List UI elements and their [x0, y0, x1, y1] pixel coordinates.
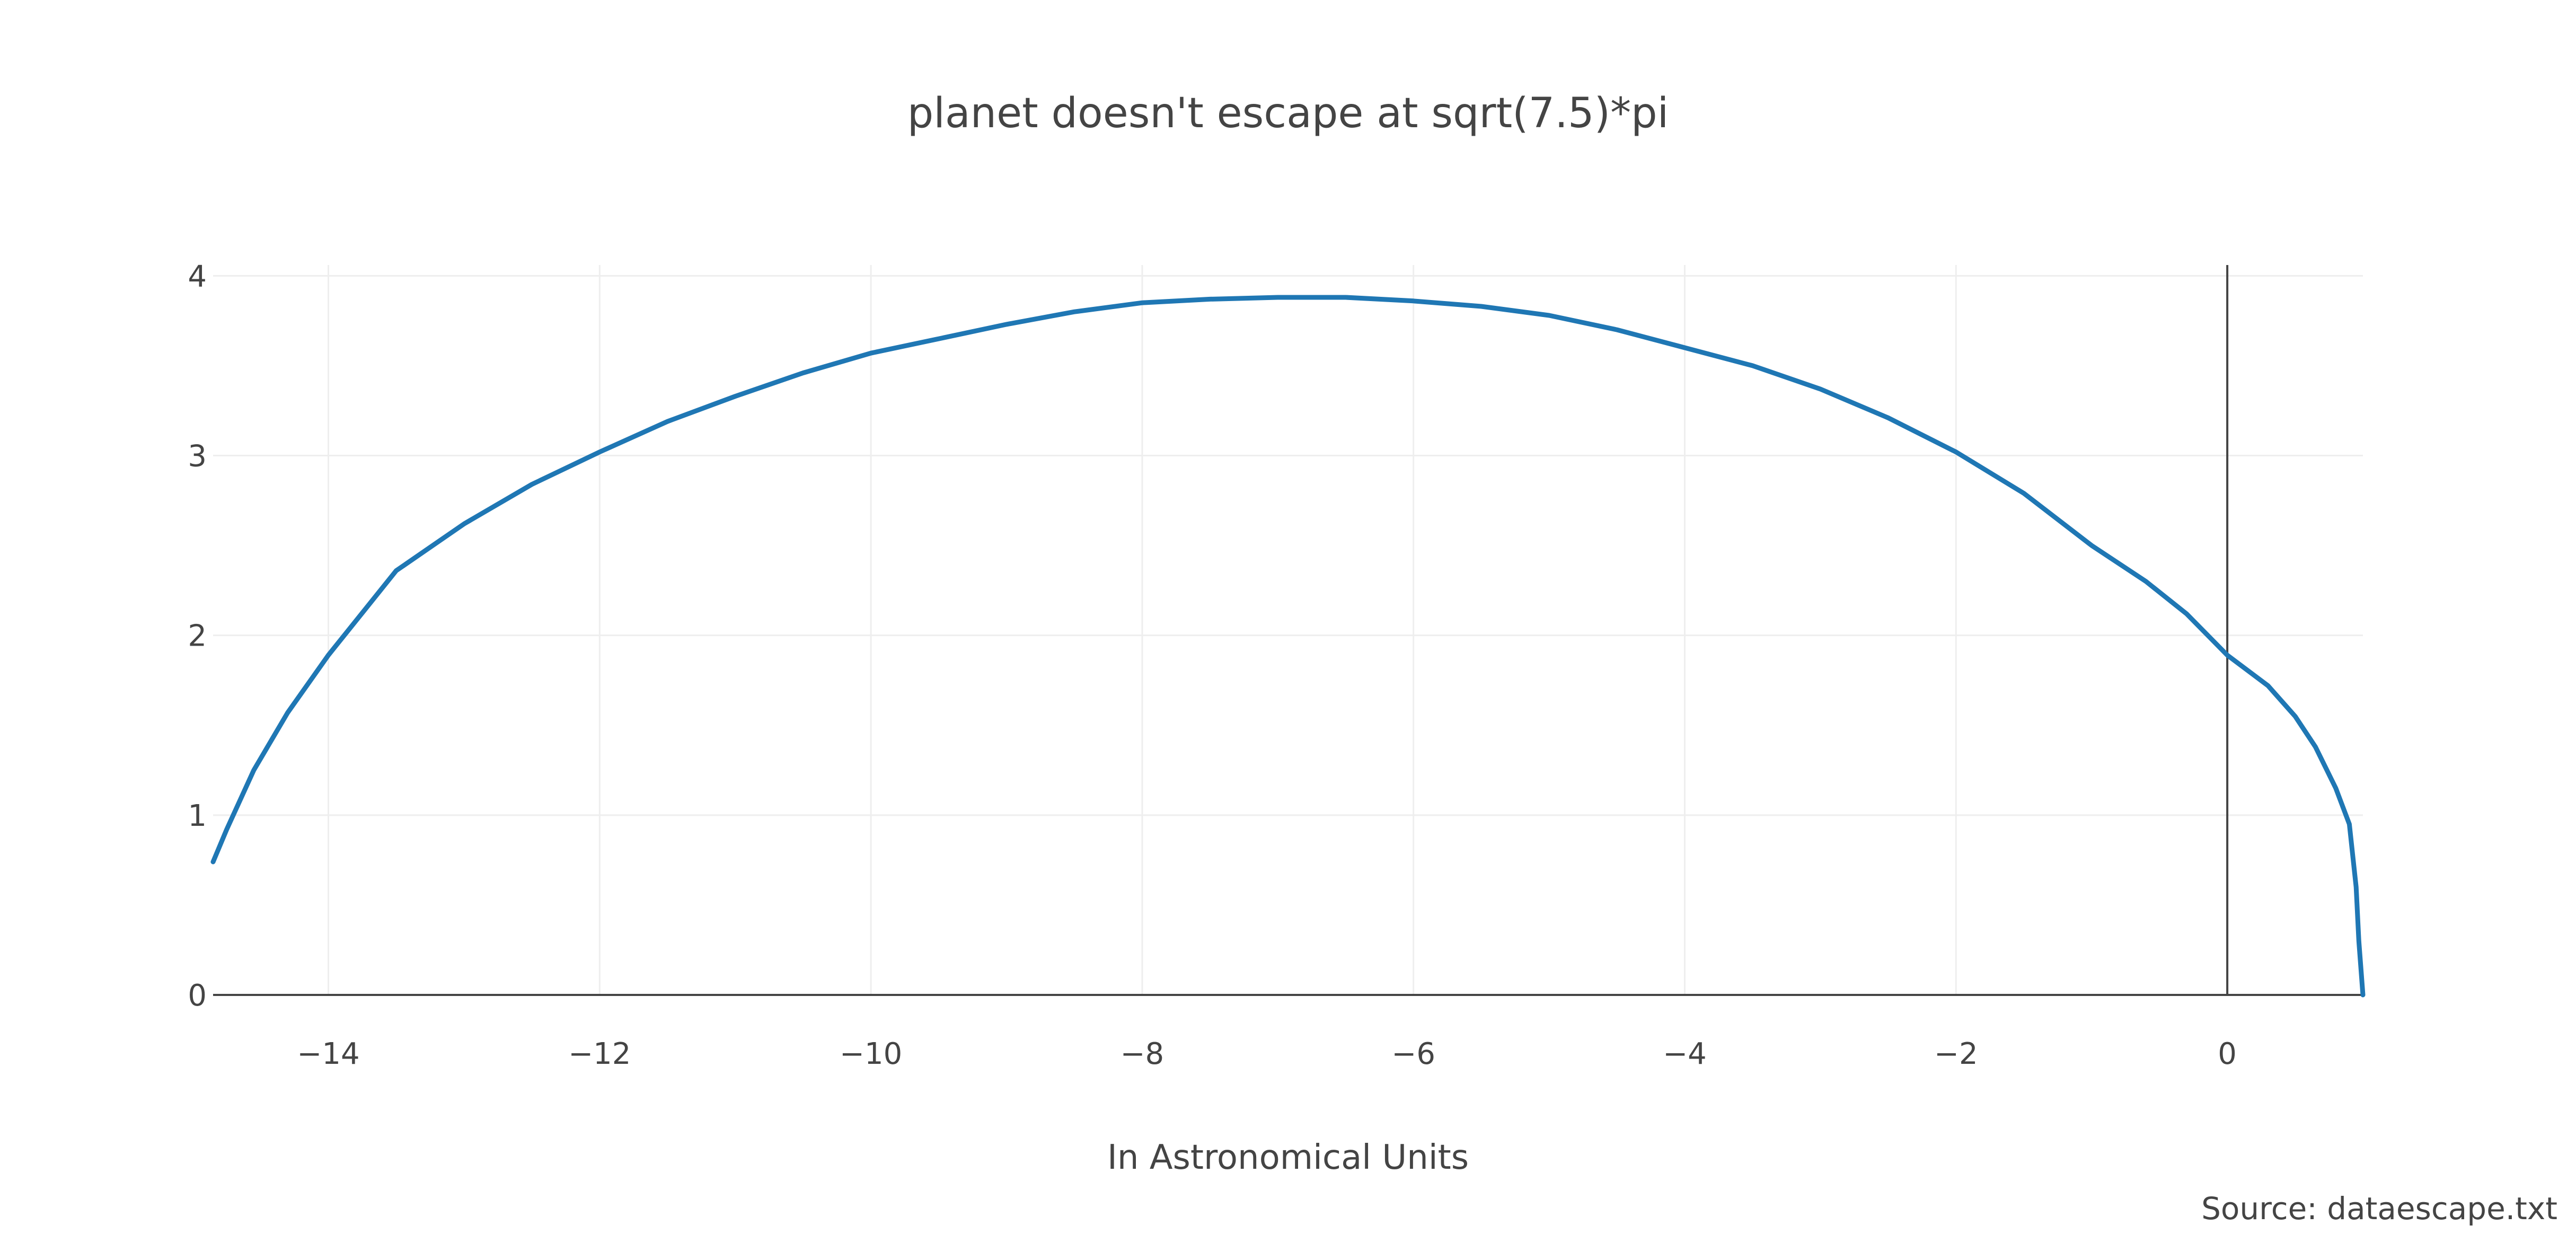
- y-tick-label: 2: [188, 619, 207, 654]
- grid: [213, 265, 2363, 995]
- x-axis-ticks: −14 −12 −10 −8 −6 −4 −2 0: [297, 1037, 2237, 1071]
- y-tick-label: 0: [188, 978, 207, 1013]
- x-tick-label: −6: [1391, 1037, 1435, 1071]
- y-tick-label: 3: [188, 439, 207, 474]
- trace-layer: [210, 295, 2366, 998]
- x-tick-label: −10: [840, 1037, 902, 1071]
- chart-title: planet doesn't escape at sqrt(7.5)*pi: [907, 90, 1669, 137]
- zero-lines: [213, 265, 2363, 996]
- x-tick-label: −2: [1934, 1037, 1978, 1071]
- x-tick-label: −14: [297, 1037, 359, 1071]
- x-tick-label: −8: [1121, 1037, 1165, 1071]
- x-axis-title: In Astronomical Units: [1107, 1138, 1469, 1177]
- x-tick-label: −4: [1663, 1037, 1707, 1071]
- x-tick-label: 0: [2218, 1037, 2237, 1071]
- orbit-trace: [210, 295, 2366, 998]
- y-tick-label: 1: [188, 799, 207, 833]
- y-tick-label: 4: [188, 259, 207, 294]
- x-tick-label: −12: [568, 1037, 631, 1071]
- source-note: Source: dataescape.txt: [2201, 1191, 2557, 1227]
- y-axis-ticks: 0 1 2 3 4: [188, 259, 207, 1013]
